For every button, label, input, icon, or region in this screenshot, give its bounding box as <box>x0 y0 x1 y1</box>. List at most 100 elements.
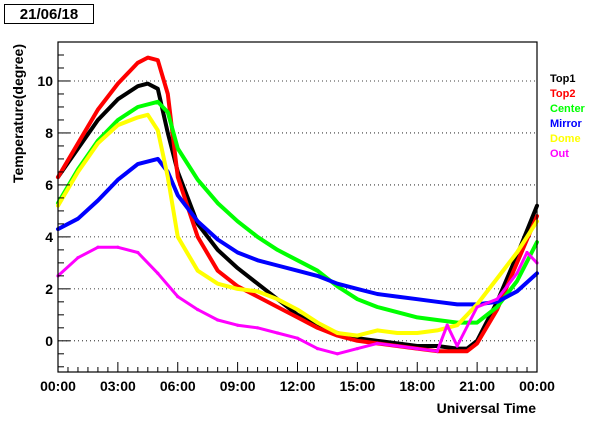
data-point-mirror <box>355 287 359 291</box>
data-point-out <box>335 352 340 356</box>
data-point-mirror <box>515 289 519 294</box>
data-point-top1 <box>146 81 150 86</box>
legend-entry-dome: Dome <box>550 133 581 145</box>
y-tick-label: 8 <box>45 125 53 141</box>
data-point-out <box>295 336 300 340</box>
data-point-dome <box>136 115 140 119</box>
data-point-mirror <box>156 157 160 161</box>
y-tick-label: 6 <box>45 177 53 193</box>
y-tick-label: 10 <box>37 73 53 89</box>
legend-entry-mirror: Mirror <box>550 118 583 130</box>
data-point-out <box>355 347 359 351</box>
x-tick-label: 09:00 <box>220 378 256 394</box>
data-point-dome <box>435 328 439 333</box>
data-point-dome <box>236 287 240 291</box>
data-point-top2 <box>255 295 260 299</box>
data-point-out <box>196 308 200 312</box>
data-point-dome <box>275 297 280 301</box>
data-point-top2 <box>315 326 320 330</box>
data-point-top1 <box>236 266 240 270</box>
data-point-mirror <box>96 198 100 203</box>
legend-entry-top2: Top2 <box>550 88 575 100</box>
y-tick-label: 4 <box>45 229 53 245</box>
data-point-out <box>515 271 519 275</box>
data-point-center <box>475 321 479 325</box>
tick-labels: 0 2 4 6 8 10 00:00 03:00 06:00 09:00 12:00 15:00 18:… <box>37 73 555 394</box>
data-point-mirror <box>216 237 220 242</box>
data-point-mirror <box>375 292 379 296</box>
data-point-dome <box>196 269 200 273</box>
x-tick-label: 00:00 <box>40 378 76 394</box>
data-point-out <box>395 344 399 348</box>
data-point-out <box>415 347 419 351</box>
data-point-center <box>515 279 519 283</box>
data-point-mirror <box>295 269 300 273</box>
data-point-top1 <box>216 248 220 252</box>
data-point-dome <box>156 128 160 132</box>
data-point-mirror <box>415 297 419 301</box>
data-point-top2 <box>76 141 80 145</box>
series-layer <box>56 55 539 356</box>
data-point-mirror <box>176 193 180 197</box>
data-point-out <box>136 250 140 255</box>
x-axis-title: Universal Time <box>437 400 537 416</box>
x-tick-label: 06:00 <box>160 378 196 394</box>
data-point-dome <box>146 113 150 117</box>
legend-entry-top1: Top1 <box>550 73 575 85</box>
data-point-dome <box>415 331 419 335</box>
data-point-dome <box>255 289 260 294</box>
data-point-top2 <box>116 81 120 86</box>
data-point-center <box>415 315 419 320</box>
data-point-mirror <box>116 178 120 182</box>
legend-entry-out: Out <box>550 148 569 160</box>
data-point-mirror <box>455 302 459 307</box>
data-point-center <box>196 178 200 182</box>
data-point-dome <box>395 331 399 335</box>
data-point-top2 <box>275 305 280 309</box>
x-tick-label: 18:00 <box>399 378 435 394</box>
data-point-top2 <box>96 107 100 112</box>
data-point-dome <box>315 321 320 325</box>
x-tick-label: 12:00 <box>280 378 316 394</box>
data-point-top1 <box>255 282 260 286</box>
x-tick-label: 00:00 <box>519 378 555 394</box>
data-point-dome <box>76 170 80 174</box>
data-point-out <box>435 349 439 353</box>
x-tick-label: 03:00 <box>100 378 136 394</box>
data-point-dome <box>335 331 340 335</box>
data-point-out <box>475 305 479 309</box>
data-point-dome <box>455 323 459 327</box>
data-point-top1 <box>156 87 160 91</box>
series-line-top2 <box>56 55 539 354</box>
data-point-top2 <box>146 55 150 60</box>
series-line-mirror <box>56 156 539 307</box>
data-point-top1 <box>116 97 120 101</box>
data-point-mirror <box>335 282 340 286</box>
legend: Top1 Top2 Center Mirror Dome Out <box>550 73 586 160</box>
data-point-center <box>395 310 399 314</box>
data-point-center <box>275 248 280 252</box>
data-point-top2 <box>166 92 170 96</box>
data-point-out <box>255 326 260 330</box>
data-point-dome <box>96 141 100 145</box>
data-point-dome <box>355 334 359 338</box>
data-point-dome <box>495 276 499 281</box>
data-point-dome <box>515 250 519 255</box>
data-point-top1 <box>96 118 100 122</box>
data-point-out <box>445 323 449 327</box>
data-point-center <box>176 146 180 151</box>
ticks <box>57 54 538 372</box>
data-point-out <box>525 250 529 255</box>
data-point-top2 <box>295 315 300 320</box>
y-axis-title: Temperature(degree) <box>10 44 26 183</box>
legend-entry-center: Center <box>550 103 586 115</box>
data-point-out <box>76 256 80 260</box>
data-point-mirror <box>196 219 200 223</box>
data-point-center <box>166 110 170 114</box>
data-point-center <box>295 258 300 262</box>
data-point-dome <box>216 282 220 286</box>
chart-title: 21/06/18 <box>4 4 94 24</box>
data-point-out <box>116 245 120 249</box>
data-point-top2 <box>136 61 140 65</box>
